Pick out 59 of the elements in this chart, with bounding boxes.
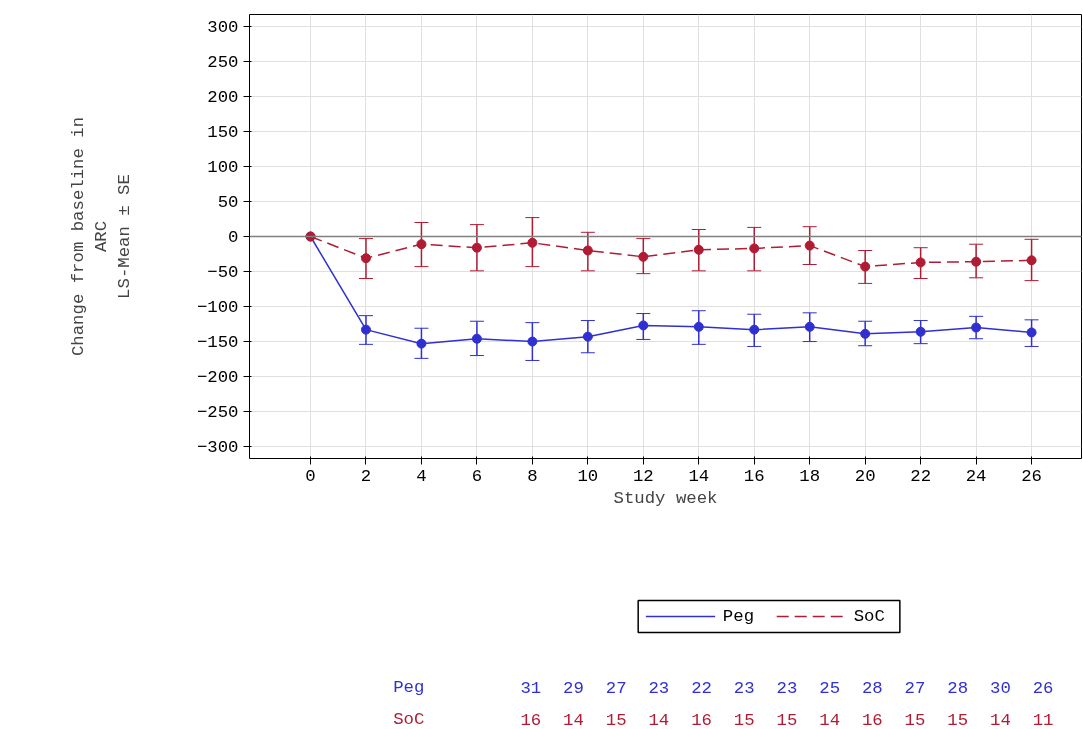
y-tick-label: 300: [207, 17, 239, 37]
text: 29: [563, 679, 584, 698]
y-tick-label: −50: [207, 263, 239, 283]
text: 23: [648, 679, 670, 698]
x-tick-label: 18: [799, 466, 821, 486]
text: SoC: [393, 710, 425, 729]
text: 26: [1032, 679, 1054, 698]
x-tick-label: 2: [360, 466, 372, 486]
text: 15: [776, 711, 798, 729]
text: 28: [947, 679, 969, 698]
y-tick-label: −100: [196, 298, 239, 318]
x-tick-label: 26: [1021, 466, 1042, 486]
legend-label: Peg: [722, 607, 755, 626]
text: 14: [989, 711, 1011, 729]
text: 27: [904, 679, 926, 698]
text: 15: [605, 711, 627, 729]
y-tick-label: 250: [207, 52, 239, 72]
text: 23: [733, 679, 755, 698]
y-tick-label: 200: [207, 87, 239, 107]
legend-label: SoC: [853, 607, 885, 626]
text: 14: [819, 711, 841, 729]
text: Peg: [393, 678, 425, 697]
x-tick-label: 12: [632, 466, 654, 486]
text: 15: [904, 711, 926, 729]
y-axis-title: Change from baseline in ARC LS-Mean ± SE: [69, 116, 134, 357]
y-tick-label: −200: [196, 368, 239, 388]
y-tick-label: −300: [196, 438, 239, 458]
text: 27: [605, 679, 627, 698]
text: 30: [989, 679, 1011, 698]
text: 14: [563, 711, 584, 729]
text: 31: [520, 679, 542, 698]
text: 16: [520, 711, 542, 729]
x-tick-label: 16: [743, 466, 765, 486]
y-tick-label: 0: [228, 228, 239, 247]
x-tick-label: 6: [471, 466, 483, 486]
x-tick-label: 22: [910, 466, 932, 486]
x-tick-label: 14: [688, 466, 710, 486]
x-tick-label: 0: [305, 466, 316, 486]
text: 15: [947, 711, 969, 729]
y-tick-label: −150: [196, 333, 239, 353]
text: 14: [648, 711, 670, 729]
text: 25: [819, 679, 841, 698]
y-tick-label: 150: [207, 122, 239, 142]
x-tick-label: 8: [527, 466, 538, 486]
x-tick-label: 20: [854, 466, 876, 486]
text: 15: [733, 711, 755, 729]
x-tick-label: 10: [577, 466, 599, 486]
text: 22: [691, 679, 712, 698]
y-tick-label: −250: [196, 403, 239, 423]
text: 28: [861, 679, 883, 698]
x-tick-label: 4: [416, 466, 427, 486]
text: 11: [1032, 711, 1054, 729]
y-tick-label: 100: [207, 157, 239, 177]
y-tick-label: 50: [217, 192, 239, 212]
x-tick-label: 24: [965, 466, 987, 486]
x-axis-title: Study week: [613, 488, 718, 508]
text: 16: [691, 711, 712, 729]
text: 16: [861, 711, 883, 729]
text: 23: [776, 679, 798, 698]
